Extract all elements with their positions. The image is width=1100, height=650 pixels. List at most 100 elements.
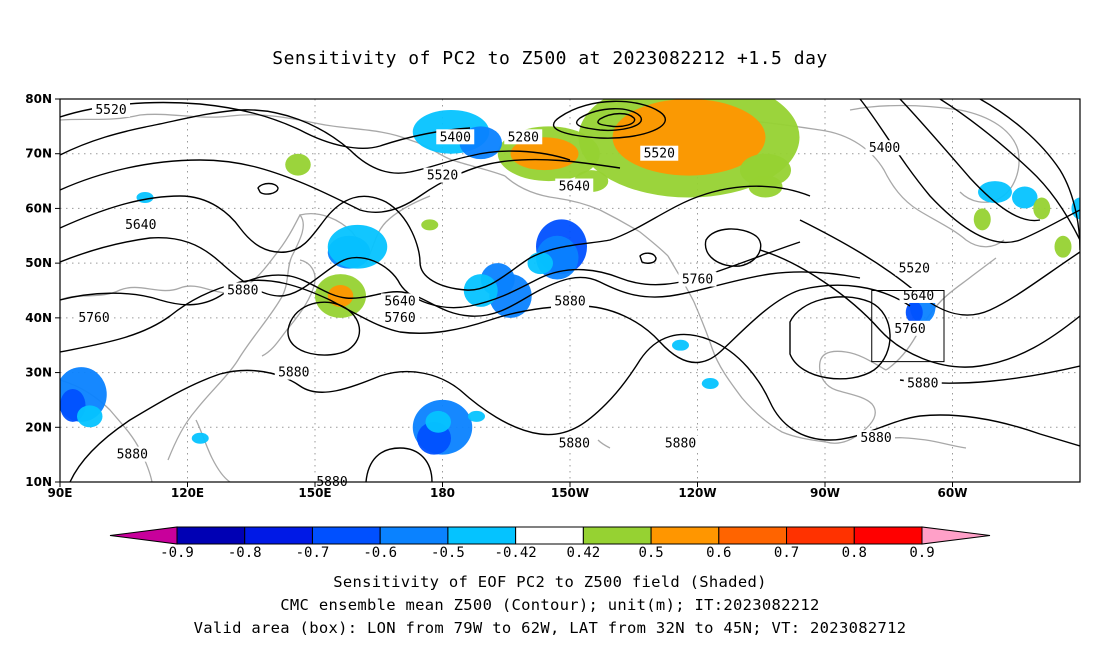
contour-label-text: 5400	[440, 130, 471, 145]
caption-valid-area: Valid area (box): LON from 79W to 62W, L…	[193, 619, 907, 637]
sensitivity-patch	[425, 410, 451, 433]
contour-line	[979, 99, 1080, 251]
contour-label-text: 5880	[117, 448, 148, 463]
coastline	[195, 419, 231, 482]
lat-tick-label: 50N	[25, 256, 52, 270]
contour-line	[759, 249, 1080, 368]
contour-line	[60, 279, 911, 364]
contour-label: 5520	[640, 145, 679, 162]
contour-label-bg	[436, 129, 475, 145]
valid-area-rectangle	[871, 290, 945, 363]
lat-tick-label: 10N	[25, 475, 52, 489]
caption-contour: CMC ensemble mean Z500 (Contour); unit(m…	[280, 596, 820, 614]
contour-line	[60, 271, 861, 317]
colorbar-swatch	[853, 526, 923, 545]
contour-label-bg	[899, 287, 938, 303]
contour-line	[60, 109, 571, 174]
contour-label: 5400	[865, 140, 904, 156]
sensitivity-patch	[191, 432, 209, 444]
contour-label: 5280	[504, 129, 543, 145]
sensitivity-patch	[978, 181, 1012, 203]
sensitivity-patch	[527, 252, 553, 275]
contour-label-bg	[504, 129, 543, 145]
caption-shaded: Sensitivity of EOF PC2 to Z500 field (Sh…	[333, 573, 767, 591]
contour-line	[365, 447, 433, 482]
sensitivity-patch	[77, 405, 103, 428]
contour-label-bg	[903, 375, 942, 391]
sensitivity-patch	[421, 219, 439, 231]
contour-label-text: 5640	[384, 294, 415, 309]
colorbar-swatch	[718, 526, 788, 545]
contour-line	[899, 99, 1041, 222]
contour-label-bg	[381, 293, 419, 309]
lon-tick-label: 150E	[298, 486, 331, 500]
contour-label-text: 5520	[427, 169, 458, 184]
colorbar-swatch	[244, 526, 313, 545]
contour-labels: 5520 5400 5280 5520 5640 5520 5400 5640 5880 5760…	[75, 101, 942, 490]
contour-label: 5760	[891, 320, 929, 337]
sensitivity-patch	[468, 410, 485, 422]
contour-label-bg	[92, 101, 130, 117]
contour-line	[60, 237, 801, 309]
contour-line	[287, 301, 361, 356]
contour-label-bg	[423, 167, 462, 183]
contour-label-text: 5880	[665, 437, 696, 452]
contour-label: 5760	[381, 309, 419, 326]
contour-label-text: 5640	[559, 180, 590, 195]
sensitivity-patch	[285, 153, 311, 176]
contour-label-text: 5760	[78, 311, 109, 326]
lon-tick-label: 180	[430, 486, 455, 500]
contour-label: 5880	[274, 364, 313, 381]
contour-label: 5760	[678, 271, 717, 288]
colorbar-under-arrow	[109, 526, 178, 545]
contour-label: 5640	[121, 216, 160, 233]
lat-tick-label: 80N	[25, 92, 52, 106]
colorbar-swatch	[582, 526, 652, 545]
contour-line	[60, 101, 471, 149]
sensitivity-patch	[1012, 186, 1038, 209]
colorbar-swatch	[379, 526, 449, 545]
contour-line	[69, 333, 1080, 482]
sensitivity-patch	[489, 274, 532, 318]
contour-line	[939, 99, 1080, 241]
colorbar-label: 0.7	[774, 545, 799, 561]
coastline	[60, 213, 304, 461]
lat-tick-label: 60N	[25, 201, 52, 215]
contour-label: 5520	[423, 167, 462, 184]
coastline	[504, 175, 669, 257]
contour-label-bg	[678, 271, 717, 287]
contour-label: 5520	[92, 101, 130, 118]
coastline	[667, 255, 827, 443]
contour-label: 5760	[75, 309, 113, 326]
colorbar-label: -0.9	[160, 545, 194, 561]
contour-label-bg	[865, 140, 904, 156]
sensitivity-patch	[327, 224, 388, 269]
lat-tick-label: 40N	[25, 311, 52, 325]
contour-label-bg	[891, 320, 929, 336]
contour-label-text: 5880	[554, 294, 585, 309]
colorbar-label: 0.6	[706, 545, 731, 561]
lon-tick-label: 120W	[678, 486, 716, 500]
contour-line	[639, 252, 657, 264]
colorbar-swatch	[515, 526, 584, 545]
lat-tick-label: 30N	[25, 366, 52, 380]
contour-label-bg	[381, 309, 419, 325]
contour-label-text: 5760	[384, 311, 415, 326]
contour-label-bg	[640, 145, 679, 161]
contour-line	[575, 108, 643, 132]
sensitivity-patch	[136, 192, 154, 203]
contour-label-bg	[551, 293, 589, 309]
contour-label-bg	[121, 216, 160, 232]
colorbar-label: 0.42	[567, 545, 601, 561]
colorbar-label: 0.9	[909, 545, 934, 561]
sensitivity-patch	[701, 378, 719, 389]
contour-label-bg	[223, 282, 262, 298]
contour-label: 5880	[661, 435, 700, 452]
contour-label-bg	[661, 435, 700, 451]
contour-line	[60, 185, 811, 291]
colorbar-label: 0.5	[638, 545, 663, 561]
contour-label: 5640	[555, 178, 594, 195]
sensitivity-patch	[327, 285, 354, 307]
coastline	[60, 113, 506, 177]
